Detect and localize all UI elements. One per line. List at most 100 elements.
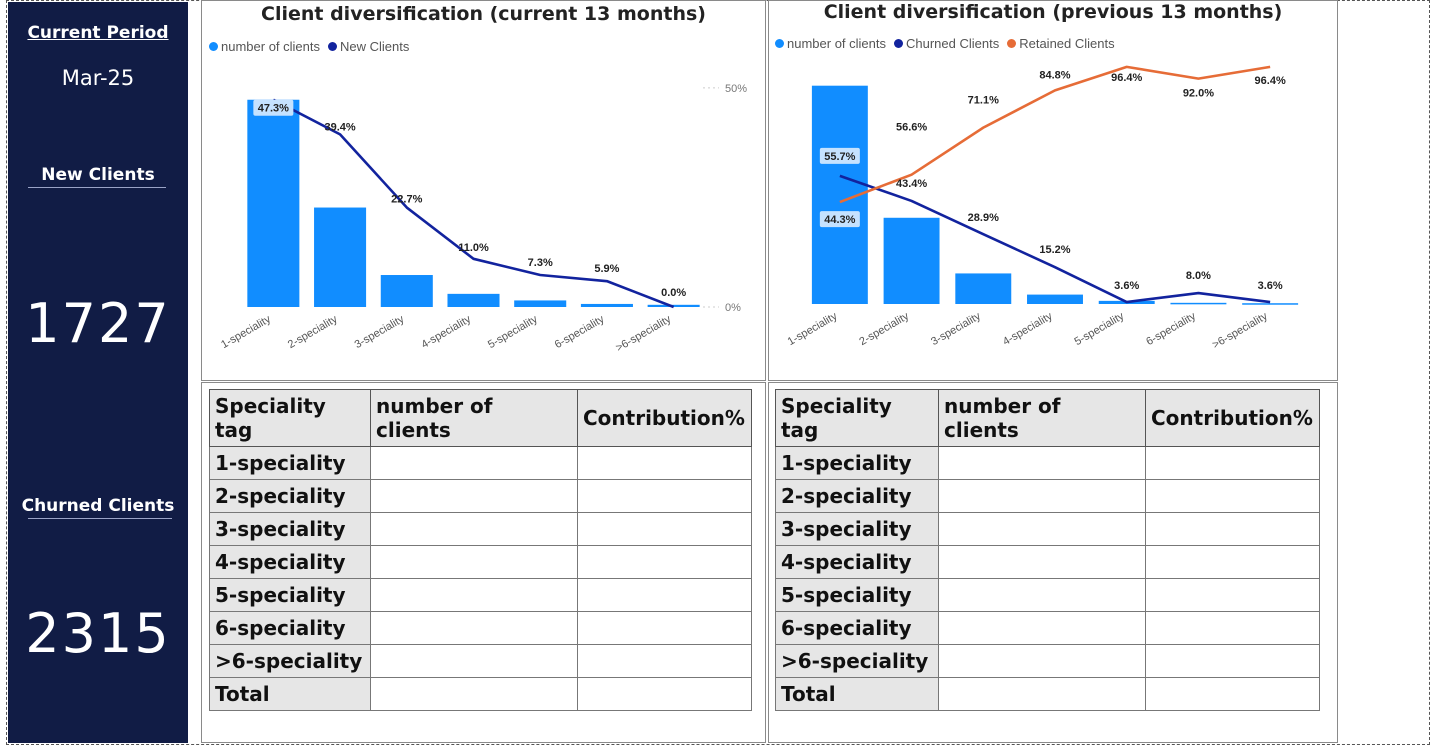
legend-item[interactable]: number of clients (209, 39, 320, 54)
current-period-value: Mar-25 (61, 66, 135, 90)
legend-item[interactable]: Retained Clients (1007, 36, 1115, 51)
column-header[interactable]: number of clients (370, 389, 578, 447)
table-row[interactable]: 4-speciality (209, 545, 752, 579)
row-label: 1-speciality (209, 446, 371, 480)
column-header[interactable]: Speciality tag (209, 389, 371, 447)
bar[interactable] (1242, 303, 1299, 305)
data-label: 3.6% (1258, 280, 1283, 292)
legend-label: Churned Clients (906, 36, 1000, 51)
redacted-cell (370, 479, 578, 513)
churned-clients-label: Churned Clients (21, 496, 175, 516)
table-row[interactable]: 3-speciality (775, 512, 1320, 546)
table-row[interactable]: >6-speciality (209, 644, 752, 678)
bar[interactable] (380, 275, 433, 307)
table-header-row: Speciality tag number of clients Contribut… (209, 389, 752, 447)
data-label: 47.3% (258, 103, 289, 115)
table-row[interactable]: >6-speciality (775, 644, 1320, 678)
redacted-cell (938, 611, 1146, 645)
table-row[interactable]: 5-speciality (209, 578, 752, 612)
bar[interactable] (955, 273, 1012, 304)
bar[interactable] (247, 99, 300, 308)
x-tick-label: 5-speciality (1073, 310, 1127, 348)
row-label: 4-speciality (209, 545, 371, 579)
x-tick-label: 3-speciality (353, 313, 407, 351)
x-tick-label: 6-speciality (1144, 310, 1198, 348)
data-label: 7.3% (528, 257, 553, 269)
bar[interactable] (514, 300, 567, 307)
x-tick-label: 5-speciality (486, 313, 540, 351)
table-row[interactable]: 1-speciality (775, 446, 1320, 480)
redacted-cell (577, 446, 752, 480)
table-previous-panel[interactable]: Speciality tag number of clients Contribut… (768, 382, 1338, 743)
speciality-table-current[interactable]: Speciality tag number of clients Contribut… (209, 389, 752, 711)
row-label: >6-speciality (775, 644, 939, 678)
row-label: Total (209, 677, 371, 711)
table-row[interactable]: 4-speciality (775, 545, 1320, 579)
redacted-cell (577, 677, 752, 711)
row-label: Total (775, 677, 939, 711)
bar[interactable] (883, 217, 940, 304)
redacted-cell (1145, 545, 1320, 579)
series-line[interactable] (839, 65, 1271, 204)
column-header[interactable]: number of clients (938, 389, 1146, 447)
data-label: 56.6% (896, 122, 927, 134)
chart-current[interactable]: 50% 0% 47.3% 39.4% 22.7% 11.0% 7.3% 5.9% 0.0% 1-s… (202, 1, 767, 382)
table-row[interactable]: 3-speciality (209, 512, 752, 546)
row-label: 6-speciality (209, 611, 371, 645)
redacted-cell (1145, 611, 1320, 645)
redacted-cell (938, 677, 1146, 711)
data-label: 3.6% (1114, 280, 1139, 292)
bar[interactable] (580, 303, 633, 307)
table-row[interactable]: 1-speciality (209, 446, 752, 480)
column-header[interactable]: Speciality tag (775, 389, 939, 447)
column-header[interactable]: Contribution% (1145, 389, 1320, 447)
bar[interactable] (1027, 294, 1083, 304)
chart-legend: number of clients Churned Clients Retain… (775, 36, 1119, 51)
row-label: 3-speciality (209, 512, 371, 546)
redacted-cell (370, 644, 578, 678)
legend-dot-icon (209, 42, 218, 51)
redacted-cell (370, 677, 578, 711)
legend-label: number of clients (221, 39, 320, 54)
table-row[interactable]: Total (209, 677, 752, 711)
data-label: 71.1% (968, 95, 999, 107)
row-label: 4-speciality (775, 545, 939, 579)
data-label: 96.4% (1111, 72, 1142, 84)
redacted-cell (938, 545, 1146, 579)
table-row[interactable]: Total (775, 677, 1320, 711)
chart-previous[interactable]: 55.7% 43.4% 28.9% 15.2% 3.6% 8.0% 3.6% 44.3% 56.… (769, 1, 1339, 382)
table-row[interactable]: 5-speciality (775, 578, 1320, 612)
current-period-label: Current Period (27, 23, 169, 43)
redacted-cell (577, 611, 752, 645)
row-label: 6-speciality (775, 611, 939, 645)
row-label: >6-speciality (209, 644, 371, 678)
x-tick-label: 6-speciality (553, 313, 607, 351)
bar[interactable] (1170, 302, 1227, 305)
bar[interactable] (314, 207, 367, 307)
redacted-cell (1145, 479, 1320, 513)
chart-previous-panel[interactable]: Client diversification (previous 13 mont… (768, 0, 1338, 381)
legend-item[interactable]: New Clients (328, 39, 409, 54)
series-line[interactable] (839, 174, 1271, 304)
redacted-cell (1145, 446, 1320, 480)
legend-dot-icon (1007, 39, 1017, 48)
table-row[interactable]: 6-speciality (209, 611, 752, 645)
redacted-cell (577, 545, 752, 579)
bar[interactable] (447, 293, 500, 307)
column-header[interactable]: Contribution% (577, 389, 752, 447)
data-label: 11.0% (458, 242, 489, 254)
kpi-sidebar: Current Period Mar-25 New Clients 1727 C… (8, 2, 188, 743)
table-current-panel[interactable]: Speciality tag number of clients Contribut… (201, 382, 766, 743)
data-label: 44.3% (824, 214, 855, 226)
legend-dot-icon (894, 39, 903, 48)
legend-item[interactable]: Churned Clients (894, 36, 999, 51)
table-row[interactable]: 6-speciality (775, 611, 1320, 645)
legend-item[interactable]: number of clients (775, 36, 886, 51)
chart-current-panel[interactable]: Client diversification (current 13 month… (201, 0, 766, 381)
table-row[interactable]: 2-speciality (775, 479, 1320, 513)
redacted-cell (370, 611, 578, 645)
speciality-table-previous[interactable]: Speciality tag number of clients Contribut… (775, 389, 1320, 711)
series-line[interactable] (272, 98, 675, 309)
redacted-cell (1145, 644, 1320, 678)
table-row[interactable]: 2-speciality (209, 479, 752, 513)
